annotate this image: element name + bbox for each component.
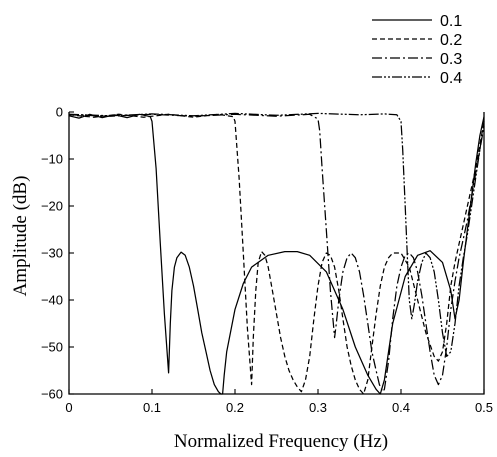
series-line-0.1 [68,113,485,395]
x-axis-title: Normalized Frequency (Hz) [174,431,388,452]
x-tick-label: 0.1 [143,400,161,415]
legend-label: 0.1 [440,13,462,30]
series-line-0.3 [68,113,485,393]
legend-label: 0.2 [440,32,462,49]
y-tick-label: −10 [41,152,63,167]
y-tick-label: −30 [41,246,63,261]
x-tick-label: 0.2 [226,400,244,415]
legend-label: 0.3 [440,51,462,68]
x-tick-label: 0.3 [309,400,327,415]
y-tick-label: −60 [41,387,63,402]
legend-label: 0.4 [440,70,462,87]
y-axis-ticks: 0 −10 −20 −30 −40 −50 −60 [41,105,74,402]
y-tick-label: −50 [41,340,63,355]
x-tick-label: 0 [65,400,72,415]
x-tick-label: 0.5 [475,400,493,415]
y-tick-label: 0 [56,105,63,120]
x-tick-label: 0.4 [392,400,410,415]
legend: 0.1 0.2 0.3 0.4 [372,13,462,87]
series-line-0.4 [68,112,485,358]
y-tick-label: −40 [41,293,63,308]
y-tick-label: −20 [41,199,63,214]
y-axis-title: Amplitude (dB) [10,176,31,297]
series-lines [68,112,485,395]
x-axis-ticks: 0 0.1 0.2 0.3 0.4 0.5 [65,389,493,415]
